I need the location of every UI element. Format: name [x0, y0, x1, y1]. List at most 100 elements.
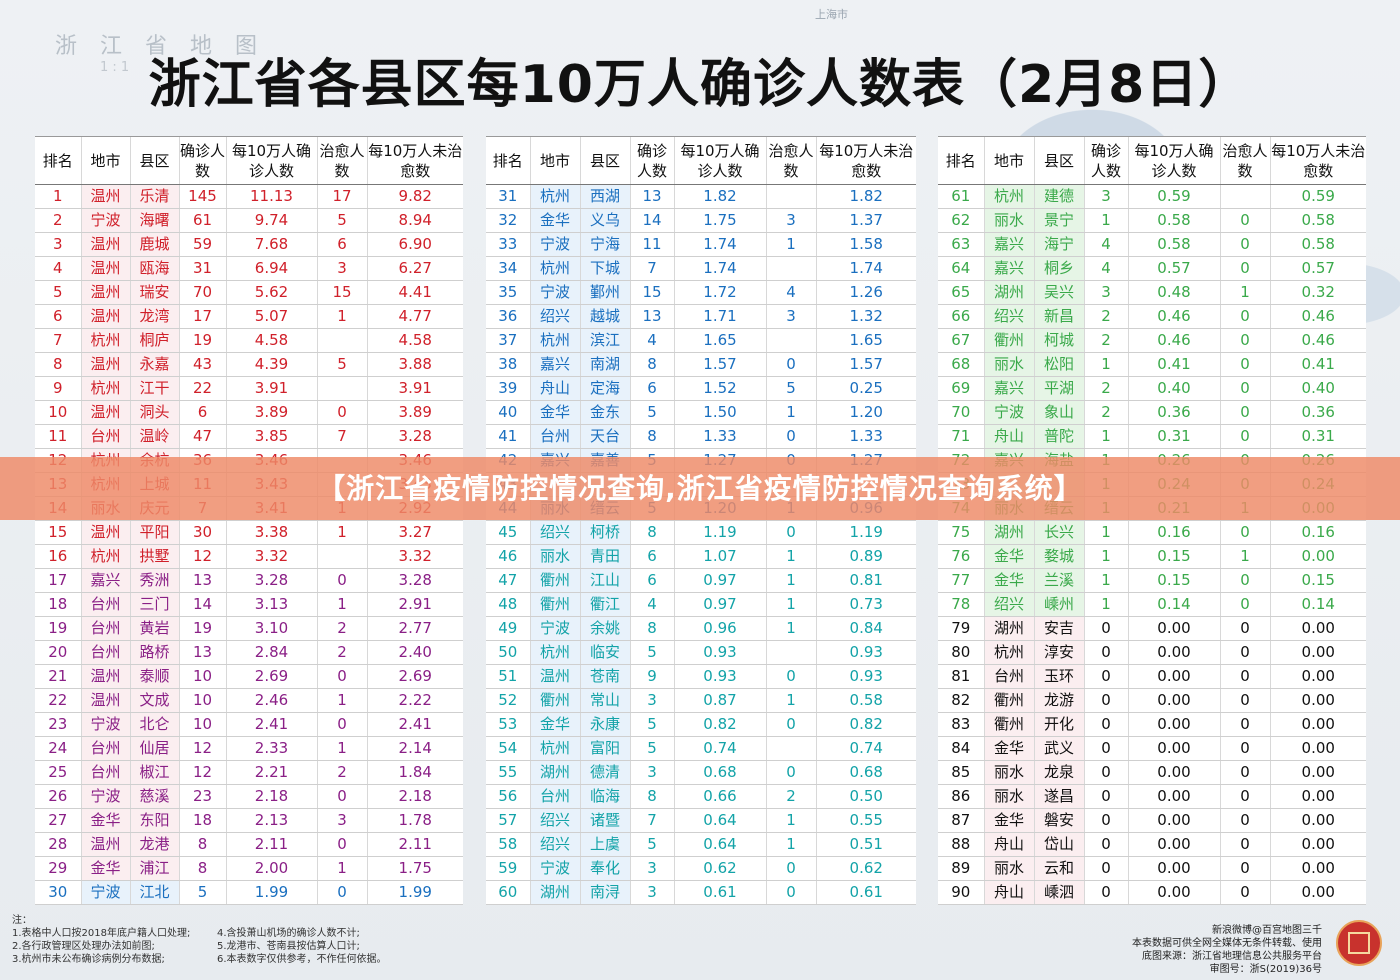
table-cell-per: 1.52: [673, 376, 766, 401]
table-cell-city: 金华: [80, 808, 130, 833]
table-cell-cured: [765, 640, 816, 665]
table-cell-per: 0.00: [1127, 832, 1220, 857]
table-cell-cured: 0: [1219, 856, 1270, 881]
table-cell-county: 桐庐: [129, 328, 179, 353]
table-cell-uncured: 0.81: [815, 568, 916, 593]
table-cell-city: 金华: [983, 544, 1034, 569]
column-header: 排名: [938, 136, 984, 185]
table-cell-cases: 3: [629, 760, 674, 785]
table-cell-uncured: 3.27: [366, 520, 463, 545]
table-cell-county: 余姚: [579, 616, 630, 641]
column-header: 每10万人未治愈数: [815, 136, 916, 185]
table-cell-cured: 3: [765, 304, 816, 329]
table-cell-cases: 1: [1083, 568, 1128, 593]
table-cell-per: 1.72: [673, 280, 766, 305]
table-cell-city: 杭州: [983, 184, 1034, 209]
table-cell-cured: 0: [1219, 424, 1270, 449]
table-cell-cases: 13: [629, 304, 674, 329]
table-cell-cured: 0: [1219, 616, 1270, 641]
table-cell-per: 0.16: [1127, 520, 1220, 545]
table-row: 28 温州 龙港 8 2.11 0 2.11: [35, 832, 463, 857]
table-cell-cases: 1: [1083, 208, 1128, 233]
table-row: 70 宁波 象山 2 0.36 0 0.36: [938, 400, 1366, 425]
table-cell-rank: 61: [938, 184, 984, 209]
table-cell-cases: 1: [1083, 592, 1128, 617]
table-row: 35 宁波 鄞州 15 1.72 4 1.26: [486, 280, 916, 305]
table-cell-cases: 22: [178, 376, 226, 401]
table-cell-rank: 60: [486, 880, 530, 905]
table-cell-rank: 69: [938, 376, 984, 401]
table-cell-county: 平湖: [1033, 376, 1084, 401]
table-cell-county: 龙港: [129, 832, 179, 857]
column-header: 县区: [129, 136, 179, 185]
table-cell-cases: 43: [178, 352, 226, 377]
table-cell-cured: [1219, 184, 1270, 209]
table-cell-cases: 8: [178, 856, 226, 881]
table-cell-city: 丽水: [983, 760, 1034, 785]
table-cell-county: 瑞安: [129, 280, 179, 305]
table-cell-cured: 0: [1219, 688, 1270, 713]
table-cell-uncured: 3.32: [366, 544, 463, 569]
table-row: 47 衢州 江山 6 0.97 1 0.81: [486, 568, 916, 593]
table-cell-per: 0.74: [673, 736, 766, 761]
table-cell-uncured: 1.99: [366, 880, 463, 905]
table-cell-per: 5.07: [225, 304, 317, 329]
table-cell-city: 湖州: [983, 520, 1034, 545]
map-watermark-title: 浙 江 省 地 图: [55, 34, 265, 59]
table-cell-city: 舟山: [983, 832, 1034, 857]
table-cell-city: 嘉兴: [80, 568, 130, 593]
table-cell-county: 普陀: [1033, 424, 1084, 449]
table-cell-uncured: 9.82: [366, 184, 463, 209]
table-cell-uncured: 2.22: [366, 688, 463, 713]
table-cell-cases: 6: [629, 568, 674, 593]
table-cell-cured: 0: [1219, 400, 1270, 425]
table-cell-uncured: 1.78: [366, 808, 463, 833]
table-row: 51 温州 苍南 9 0.93 0 0.93: [486, 664, 916, 689]
table-row: 24 台州 仙居 12 2.33 1 2.14: [35, 736, 463, 761]
table-cell-per: 7.68: [225, 232, 317, 257]
table-cell-cases: 0: [1083, 688, 1128, 713]
table-cell-cases: 0: [1083, 784, 1128, 809]
table-cell-per: 0.40: [1127, 376, 1220, 401]
table-cell-uncured: 3.28: [366, 424, 463, 449]
table-cell-cases: 1: [1083, 424, 1128, 449]
table-cell-county: 富阳: [579, 736, 630, 761]
table-cell-cases: 8: [629, 424, 674, 449]
table-cell-rank: 54: [486, 736, 530, 761]
table-cell-county: 北仑: [129, 712, 179, 737]
table-cell-cases: 1: [1083, 544, 1128, 569]
table-cell-uncured: 0.46: [1269, 328, 1366, 353]
table-cell-per: 0.93: [673, 664, 766, 689]
table-cell-city: 温州: [80, 664, 130, 689]
table-cell-cured: 3: [316, 808, 367, 833]
table-cell-city: 嘉兴: [983, 232, 1034, 257]
table-cell-per: 0.00: [1127, 784, 1220, 809]
table-cell-per: 0.00: [1127, 760, 1220, 785]
column-header: 排名: [35, 136, 81, 185]
table-cell-city: 丽水: [983, 208, 1034, 233]
table-cell-cured: 7: [316, 424, 367, 449]
table-cell-rank: 45: [486, 520, 530, 545]
table-cell-cases: 6: [629, 544, 674, 569]
table-cell-city: 温州: [80, 352, 130, 377]
table-cell-city: 嘉兴: [529, 352, 580, 377]
table-cell-city: 宁波: [983, 400, 1034, 425]
table-cell-county: 柯桥: [579, 520, 630, 545]
footnotes-heading: 注：: [12, 915, 32, 926]
table-cell-county: 兰溪: [1033, 568, 1084, 593]
table-cell-cured: 1: [765, 592, 816, 617]
table-cell-county: 仙居: [129, 736, 179, 761]
table-row: 82 衢州 龙游 0 0.00 0 0.00: [938, 688, 1366, 713]
table-cell-rank: 89: [938, 856, 984, 881]
table-cell-cured: 0: [1219, 736, 1270, 761]
table-cell-per: 2.11: [225, 832, 317, 857]
table-cell-city: 丽水: [983, 856, 1034, 881]
table-cell-cured: [316, 328, 367, 353]
table-cell-uncured: 0.00: [1269, 808, 1366, 833]
table-cell-county: 常山: [579, 688, 630, 713]
table-row: 1 温州 乐清 145 11.13 17 9.82: [35, 184, 463, 209]
column-header: 治愈人数: [1219, 136, 1270, 185]
table-cell-rank: 51: [486, 664, 530, 689]
table-cell-county: 南湖: [579, 352, 630, 377]
table-cell-per: 1.33: [673, 424, 766, 449]
